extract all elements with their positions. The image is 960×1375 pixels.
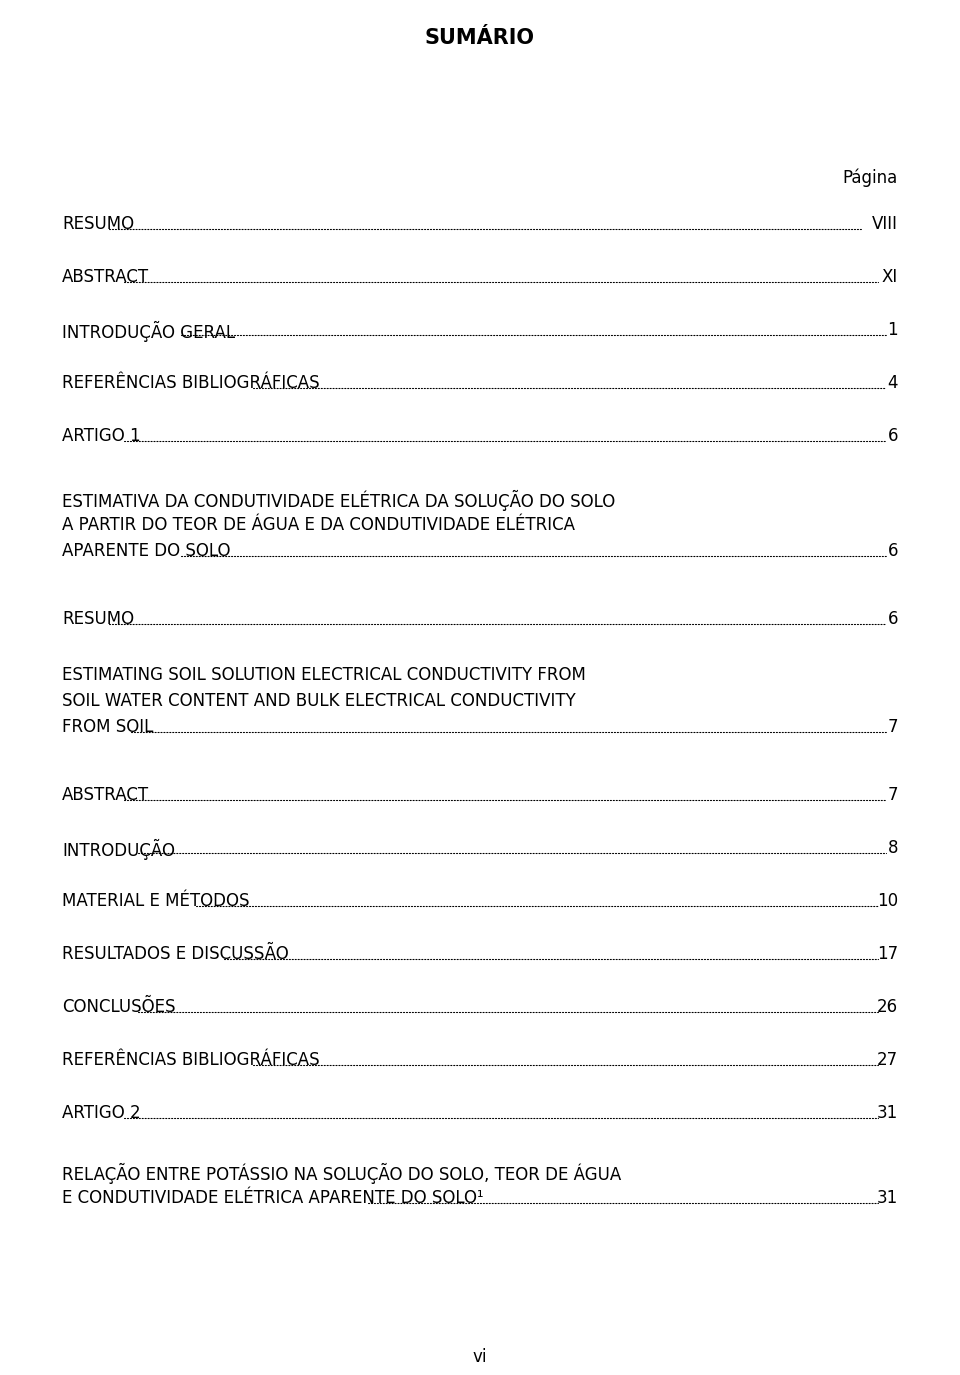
Text: 17: 17 [876,945,898,962]
Text: FROM SOIL: FROM SOIL [62,718,154,736]
Text: RESUMO: RESUMO [62,610,134,628]
Text: XI: XI [881,268,898,286]
Text: 7: 7 [887,718,898,736]
Text: 10: 10 [876,892,898,910]
Text: ESTIMATIVA DA CONDUTIVIDADE ELÉTRICA DA SOLUÇÃO DO SOLO: ESTIMATIVA DA CONDUTIVIDADE ELÉTRICA DA … [62,490,615,512]
Text: REFERÊNCIAS BIBLIOGRÁFICAS: REFERÊNCIAS BIBLIOGRÁFICAS [62,374,320,392]
Text: 27: 27 [876,1050,898,1068]
Text: INTRODUÇÃO GERAL: INTRODUÇÃO GERAL [62,320,235,342]
Text: ESTIMATING SOIL SOLUTION ELECTRICAL CONDUCTIVITY FROM: ESTIMATING SOIL SOLUTION ELECTRICAL COND… [62,666,586,683]
Text: VIII: VIII [872,214,898,232]
Text: ARTIGO 1: ARTIGO 1 [62,428,140,446]
Text: APARENTE DO SOLO: APARENTE DO SOLO [62,542,230,560]
Text: 6: 6 [887,428,898,446]
Text: 31: 31 [876,1189,898,1207]
Text: 8: 8 [887,839,898,857]
Text: Página: Página [843,168,898,187]
Text: 6: 6 [887,610,898,628]
Text: RESUMO: RESUMO [62,214,134,232]
Text: A PARTIR DO TEOR DE ÁGUA E DA CONDUTIVIDADE ELÉTRICA: A PARTIR DO TEOR DE ÁGUA E DA CONDUTIVID… [62,516,575,534]
Text: ABSTRACT: ABSTRACT [62,786,149,804]
Text: 6: 6 [887,542,898,560]
Text: RELAÇÃO ENTRE POTÁSSIO NA SOLUÇÃO DO SOLO, TEOR DE ÁGUA: RELAÇÃO ENTRE POTÁSSIO NA SOLUÇÃO DO SOL… [62,1163,621,1184]
Text: vi: vi [472,1348,488,1365]
Text: CONCLUSÕES: CONCLUSÕES [62,998,176,1016]
Text: RESULTADOS E DISCUSSÃO: RESULTADOS E DISCUSSÃO [62,945,289,962]
Text: SUMÁRIO: SUMÁRIO [425,28,535,48]
Text: MATERIAL E MÉTODOS: MATERIAL E MÉTODOS [62,892,250,910]
Text: ARTIGO 2: ARTIGO 2 [62,1104,140,1122]
Text: 1: 1 [887,320,898,340]
Text: ABSTRACT: ABSTRACT [62,268,149,286]
Text: 26: 26 [876,998,898,1016]
Text: SOIL WATER CONTENT AND BULK ELECTRICAL CONDUCTIVITY: SOIL WATER CONTENT AND BULK ELECTRICAL C… [62,692,576,710]
Text: INTRODUÇÃO: INTRODUÇÃO [62,839,175,861]
Text: 7: 7 [887,786,898,804]
Text: 31: 31 [876,1104,898,1122]
Text: REFERÊNCIAS BIBLIOGRÁFICAS: REFERÊNCIAS BIBLIOGRÁFICAS [62,1050,320,1068]
Text: 4: 4 [887,374,898,392]
Text: E CONDUTIVIDADE ELÉTRICA APARENTE DO SOLO¹: E CONDUTIVIDADE ELÉTRICA APARENTE DO SOL… [62,1189,484,1207]
